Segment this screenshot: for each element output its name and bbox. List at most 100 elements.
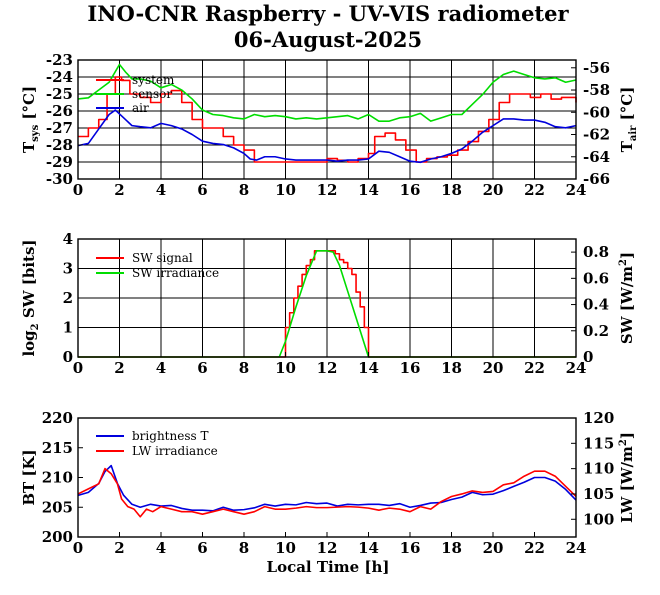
- x-tick-label: 12: [317, 359, 338, 377]
- x-tick-label: 4: [156, 181, 166, 199]
- y-right-axis-label: LW [W/m2]: [618, 432, 636, 523]
- y-left-tick-label: 0: [63, 348, 73, 366]
- y-left-axis-label-sub: 2: [30, 323, 41, 330]
- x-tick-label: 20: [483, 181, 504, 199]
- x-tick-label: 0: [73, 181, 83, 199]
- y-right-tick-label: -64: [583, 148, 610, 166]
- x-tick-label: 2: [114, 359, 124, 377]
- x-tick-label: 14: [358, 539, 379, 557]
- figure-title: INO-CNR Raspberry - UV-VIS radiometer: [87, 1, 569, 26]
- y-right-tick-label: 0: [583, 348, 593, 366]
- figure-subtitle: 06-August-2025: [234, 27, 422, 52]
- series-line-sw-irradiance: [78, 250, 576, 358]
- x-tick-label: 18: [441, 181, 462, 199]
- legend-label: SW signal: [132, 251, 193, 265]
- y-left-tick-label: -24: [46, 68, 73, 86]
- x-tick-label: 24: [566, 539, 587, 557]
- y-left-axis-label: Tsys [°C]: [20, 86, 41, 153]
- panel-2: 0 2 4 6 8 10 12 14 16 18 20 22 240123400.20.40.60.8l…: [20, 230, 636, 377]
- y-right-tick-label: 105: [583, 485, 614, 503]
- y-left-axis-label-main: T: [20, 141, 38, 153]
- y-right-tick-label: 100: [583, 510, 614, 528]
- panel-3: 0 2 4 6 8 10 12 14 16 18 20 22 242002052102152201001…: [20, 409, 636, 557]
- x-tick-label: 6: [197, 359, 207, 377]
- y-left-tick-label: 1: [63, 319, 73, 337]
- y-right-axis-label-sup: 2: [618, 439, 629, 446]
- y-left-tick-label: -23: [46, 51, 73, 69]
- x-tick-label: 10: [275, 181, 296, 199]
- legend-label: sensor: [132, 87, 172, 101]
- legend-label: system: [132, 73, 175, 87]
- x-tick-label: 24: [566, 181, 587, 199]
- x-tick-label: 22: [524, 181, 545, 199]
- x-tick-label: 14: [358, 359, 379, 377]
- x-tick-label: 12: [317, 181, 338, 199]
- series-line-sensor: [77, 63, 577, 122]
- panel-1: 0 2 4 6 8 10 12 14 16 18 20 22 24-23-24-25-26-27-28-…: [20, 51, 639, 199]
- y-left-axis-label-main: log: [20, 330, 38, 357]
- y-right-axis-label-unit: ]: [618, 432, 636, 439]
- x-tick-label: 22: [524, 359, 545, 377]
- y-right-axis-label-main: T: [618, 140, 636, 152]
- x-tick-label: 6: [197, 539, 207, 557]
- y-right-tick-label: 0.2: [583, 322, 609, 340]
- x-tick-label: 0: [73, 539, 83, 557]
- legend-label: brightness T: [132, 429, 208, 443]
- x-tick-label: 16: [400, 181, 421, 199]
- x-tick-label: 10: [275, 359, 296, 377]
- x-tick-label: 4: [156, 359, 166, 377]
- y-right-tick-label: 0.4: [583, 296, 609, 314]
- y-right-tick-label: -62: [583, 126, 610, 144]
- y-right-tick-label: 0.8: [583, 243, 609, 261]
- x-tick-label: 20: [483, 359, 504, 377]
- x-tick-label: 16: [400, 539, 421, 557]
- legend-label: SW irradiance: [132, 266, 219, 280]
- y-right-axis-label-main: LW [W/m: [618, 446, 636, 523]
- y-right-axis-label-sub: air: [628, 125, 639, 141]
- legend-label: LW irradiance: [132, 444, 218, 458]
- y-right-tick-label: -56: [583, 59, 610, 77]
- y-right-axis-label-main: SW [W/m: [618, 266, 636, 344]
- series-line-lw-irradiance: [77, 467, 577, 518]
- x-tick-label: 12: [317, 539, 338, 557]
- y-left-tick-label: 205: [42, 498, 73, 516]
- y-left-axis-label-unit: [°C]: [20, 86, 38, 125]
- x-tick-label: 8: [239, 539, 249, 557]
- y-right-tick-label: -66: [583, 170, 610, 188]
- y-left-tick-label: -27: [46, 119, 73, 137]
- x-tick-label: 8: [239, 359, 249, 377]
- x-tick-label: 6: [197, 181, 207, 199]
- y-left-tick-label: -26: [46, 102, 73, 120]
- y-right-tick-label: 0.6: [583, 269, 609, 287]
- x-tick-label: 18: [441, 539, 462, 557]
- y-left-tick-label: 2: [63, 289, 73, 307]
- y-right-tick-label: 110: [583, 460, 614, 478]
- y-left-tick-label: -28: [46, 136, 73, 154]
- y-left-tick-label: 220: [42, 409, 73, 427]
- x-tick-label: 2: [114, 181, 124, 199]
- x-tick-label: 18: [441, 359, 462, 377]
- y-left-tick-label: -25: [46, 85, 73, 103]
- plots-group: 0 2 4 6 8 10 12 14 16 18 20 22 24-23-24-25-26-27-28-…: [20, 51, 639, 557]
- x-tick-label: 10: [275, 539, 296, 557]
- y-left-tick-label: 210: [42, 469, 73, 487]
- series-line-brightness-t: [77, 464, 577, 512]
- y-right-tick-label: -58: [583, 81, 610, 99]
- y-left-axis-label: BT [K]: [20, 449, 38, 505]
- y-right-tick-label: 120: [583, 409, 614, 427]
- x-tick-label: 8: [239, 181, 249, 199]
- y-left-tick-label: 215: [42, 439, 73, 457]
- x-tick-label: 4: [156, 539, 166, 557]
- y-right-axis-label: SW [W/m2]: [618, 252, 636, 344]
- y-left-tick-label: -30: [46, 170, 73, 188]
- y-left-tick-label: 3: [63, 260, 73, 278]
- y-left-tick-label: 4: [63, 230, 73, 248]
- y-left-axis-label-unit: SW [bits]: [20, 239, 38, 323]
- legend-label: air: [132, 101, 149, 115]
- y-right-tick-label: -60: [583, 103, 610, 121]
- x-tick-label: 16: [400, 359, 421, 377]
- y-left-axis-label: log2 SW [bits]: [20, 239, 41, 356]
- y-left-axis-label-main: BT [K]: [20, 449, 38, 505]
- y-left-tick-label: 200: [42, 528, 73, 546]
